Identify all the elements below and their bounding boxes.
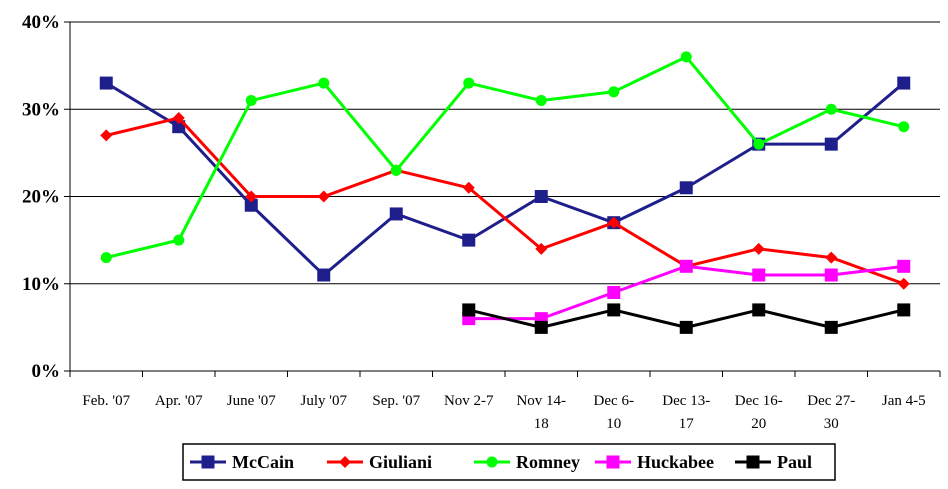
legend-label-paul: Paul: [777, 452, 812, 472]
x-tick-labels: Feb. '07 Apr. '07 June '07 July '07 Sep. '07…: [82, 393, 925, 432]
paul-point: [752, 303, 766, 317]
romney-point: [608, 86, 620, 98]
mccain-point: [389, 207, 403, 221]
mccain-point: [679, 181, 693, 195]
huckabee-line: [468, 264, 904, 321]
romney-point: [245, 95, 257, 107]
legend: McCain Giuliani Romney Huckabee Paul: [182, 443, 836, 481]
giuliani-point: [317, 190, 330, 203]
y-tick-label: 30%: [22, 99, 60, 120]
x-tick-label: June '07: [227, 393, 276, 409]
paul-point: [462, 303, 476, 317]
x-tick-label: Dec 6-10: [594, 393, 634, 432]
legend-marker-paul: [746, 455, 760, 469]
giuliani-line: [105, 116, 905, 286]
legend-marker-romney: [486, 456, 498, 468]
giuliani-point: [752, 242, 765, 255]
x-tick-label: Nov 14-18: [516, 393, 566, 432]
romney-point: [753, 138, 765, 150]
paul-point: [824, 320, 838, 334]
giuliani-point: [245, 190, 258, 203]
x-tick-label: Nov 2-7: [444, 393, 494, 409]
x-tick-label: Dec 13-17: [662, 393, 710, 432]
romney-line: [105, 55, 905, 260]
mccain-point: [462, 233, 476, 247]
romney-point: [535, 95, 547, 107]
legend-label-romney: Romney: [516, 452, 580, 472]
giuliani-point: [535, 242, 548, 255]
paul-point: [534, 320, 548, 334]
y-tick-label: 10%: [22, 274, 60, 295]
romney-point: [100, 252, 112, 264]
mccain-point: [824, 137, 838, 151]
legend-marker-huckabee: [606, 455, 620, 469]
romney-point: [463, 77, 475, 89]
paul-point: [679, 320, 693, 334]
huckabee-point: [824, 268, 838, 282]
legend-label-giuliani: Giuliani: [369, 452, 432, 472]
legend-marker-giuliani: [339, 456, 351, 468]
y-tick-label: 20%: [22, 187, 60, 208]
giuliani-point: [897, 277, 910, 290]
x-tick-label: Jan 4-5: [882, 393, 926, 409]
axes: [64, 21, 941, 377]
romney-point: [390, 164, 402, 176]
series-lines: [99, 51, 911, 334]
y-tick-label: 40%: [22, 12, 60, 33]
x-tick-label: Dec 16-20: [735, 393, 783, 432]
y-tick-labels: 0% 10% 20% 30% 40%: [22, 12, 60, 382]
x-tick-label: Feb. '07: [82, 393, 130, 409]
romney-point: [825, 103, 837, 115]
x-tick-label: Dec 27-30: [807, 393, 855, 432]
giuliani-point: [825, 251, 838, 264]
mccain-line: [105, 81, 905, 277]
x-tick-label: Apr. '07: [155, 393, 203, 409]
series-huckabee: [462, 259, 911, 326]
giuliani-point: [607, 216, 620, 229]
giuliani-point: [100, 129, 113, 142]
mccain-point: [317, 268, 331, 282]
legend-label-huckabee: Huckabee: [637, 452, 714, 472]
huckabee-point: [679, 259, 693, 273]
x-tick-label: July '07: [301, 393, 348, 409]
series-paul: [462, 303, 911, 334]
paul-point: [607, 303, 621, 317]
mccain-point: [897, 76, 911, 90]
series-romney: [100, 51, 910, 264]
x-tick-label: Sep. '07: [372, 393, 420, 409]
huckabee-point: [607, 285, 621, 299]
giuliani-point: [462, 181, 475, 194]
romney-point: [173, 234, 185, 246]
mccain-point: [99, 76, 113, 90]
series-giuliani: [100, 111, 910, 290]
huckabee-point: [752, 268, 766, 282]
huckabee-point: [897, 259, 911, 273]
giuliani-point: [172, 111, 185, 124]
legend-marker-mccain: [201, 455, 215, 469]
y-tick-label: 0%: [32, 361, 61, 382]
paul-point: [897, 303, 911, 317]
gridlines: [70, 21, 940, 285]
romney-point: [318, 77, 330, 89]
romney-point: [898, 121, 910, 133]
romney-point: [680, 51, 692, 63]
mccain-point: [534, 190, 548, 203]
series-mccain: [99, 76, 911, 282]
legend-label-mccain: McCain: [232, 452, 294, 472]
